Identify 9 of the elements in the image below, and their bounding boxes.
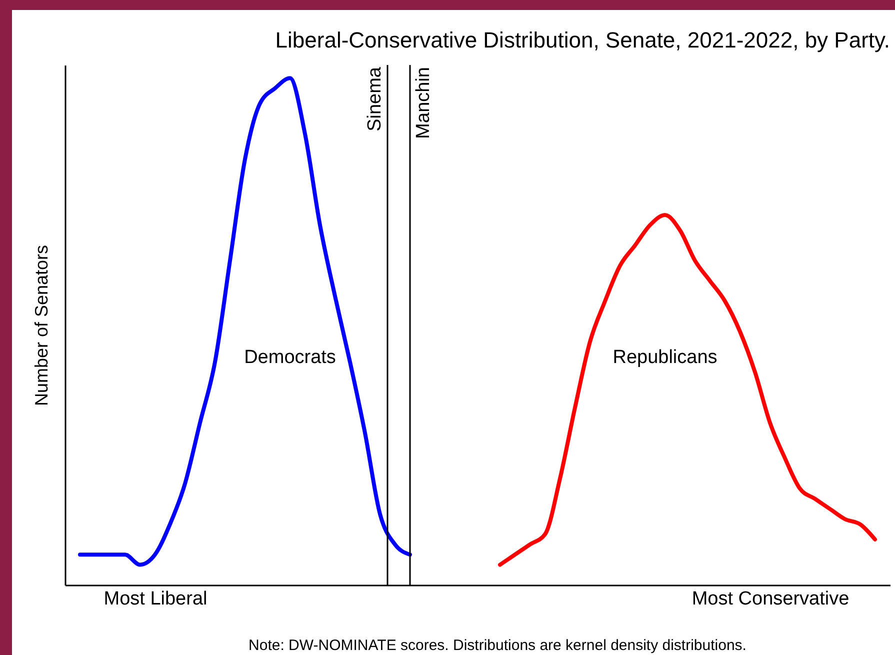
annotation: Manchin (413, 67, 434, 139)
y-axis-title: Number of Senators (32, 244, 52, 406)
series-label: Democrats (244, 346, 336, 368)
text: Note: DW-NOMINATE scores. Distributions are kernel density distributions. (248, 637, 746, 654)
x-tick-label: Most Liberal (104, 588, 208, 610)
series-label: Republicans (612, 346, 718, 368)
chart-title: Liberal-Conservative Distribution, Senate, 2021-2022, by Party. (275, 27, 890, 52)
x-tick-label: Most Conservative (692, 588, 850, 610)
annotation: Sinema (364, 66, 386, 132)
